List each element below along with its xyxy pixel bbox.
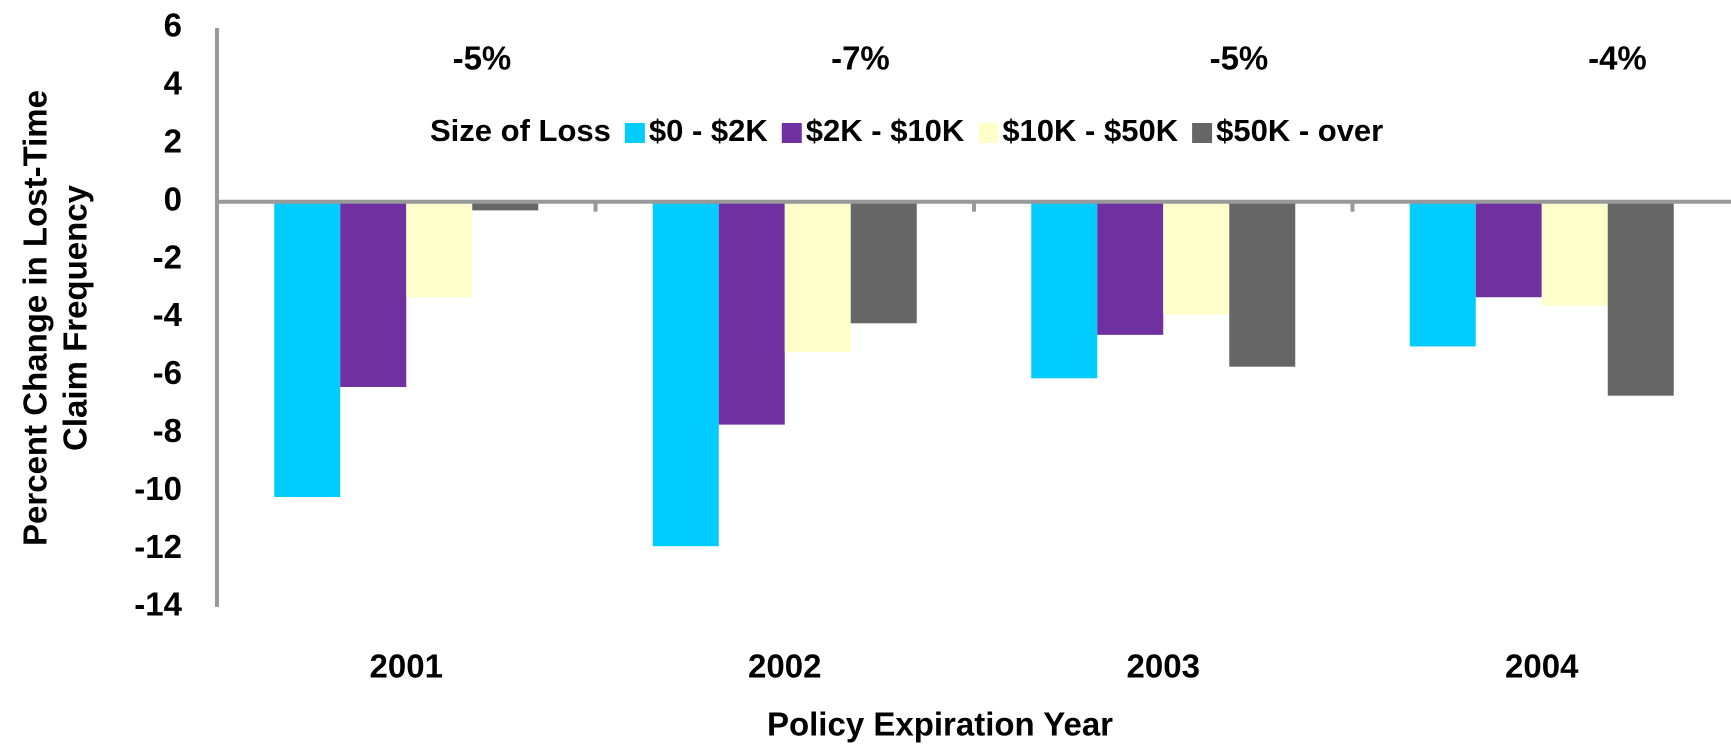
legend-title: Size of Loss bbox=[430, 113, 611, 148]
x-axis-label: Policy Expiration Year bbox=[767, 706, 1113, 743]
bar bbox=[784, 201, 851, 353]
bar bbox=[1409, 201, 1476, 347]
annotation: -7% bbox=[831, 40, 890, 77]
bar bbox=[472, 201, 539, 211]
legend-swatch bbox=[781, 123, 802, 143]
y-tick-label: 0 bbox=[164, 180, 182, 217]
bar bbox=[652, 201, 719, 547]
legend-label: $10K - $50K bbox=[1002, 113, 1178, 148]
bar bbox=[1229, 201, 1296, 367]
y-tick-label: -12 bbox=[134, 528, 182, 565]
bar bbox=[1031, 201, 1098, 379]
x-tick-label: 2003 bbox=[1127, 648, 1200, 685]
bar bbox=[1163, 201, 1230, 315]
y-tick-label: -2 bbox=[153, 238, 182, 275]
legend-swatch bbox=[1192, 123, 1213, 143]
y-tick-label: 2 bbox=[164, 123, 182, 160]
y-tick-label: -4 bbox=[153, 296, 183, 333]
y-tick-label: 6 bbox=[164, 7, 182, 44]
bar bbox=[1097, 201, 1164, 335]
bar bbox=[406, 201, 473, 298]
bar bbox=[1475, 201, 1542, 298]
x-tick-label: 2004 bbox=[1505, 648, 1579, 685]
x-tick-label: 2002 bbox=[748, 648, 821, 685]
legend-label: $0 - $2K bbox=[649, 113, 769, 148]
bar bbox=[850, 201, 917, 324]
y-tick-label: -14 bbox=[134, 586, 182, 623]
bar bbox=[340, 201, 407, 387]
y-tick-label: -8 bbox=[153, 412, 182, 449]
y-axis-label: Percent Change in Lost-Time Claim Freque… bbox=[17, 90, 94, 546]
bar bbox=[274, 201, 341, 497]
legend-label: $2K - $10K bbox=[806, 113, 965, 148]
y-axis-label-line: Percent Change in Lost-Time bbox=[17, 90, 54, 546]
annotation: -4% bbox=[1588, 40, 1647, 77]
y-tick-label: -10 bbox=[134, 470, 182, 507]
annotation: -5% bbox=[1210, 40, 1269, 77]
y-tick-label: -6 bbox=[153, 354, 182, 391]
y-tick-label: 4 bbox=[164, 65, 183, 102]
annotation: -5% bbox=[453, 40, 512, 77]
legend-swatch bbox=[624, 123, 645, 143]
legend-label: $50K - over bbox=[1216, 113, 1383, 148]
legend-swatch bbox=[978, 123, 999, 143]
bar bbox=[1607, 201, 1674, 396]
y-axis-label-line: Claim Frequency bbox=[57, 184, 94, 451]
x-tick-label: 2001 bbox=[370, 648, 443, 685]
bar bbox=[718, 201, 785, 425]
bar bbox=[1541, 201, 1608, 306]
